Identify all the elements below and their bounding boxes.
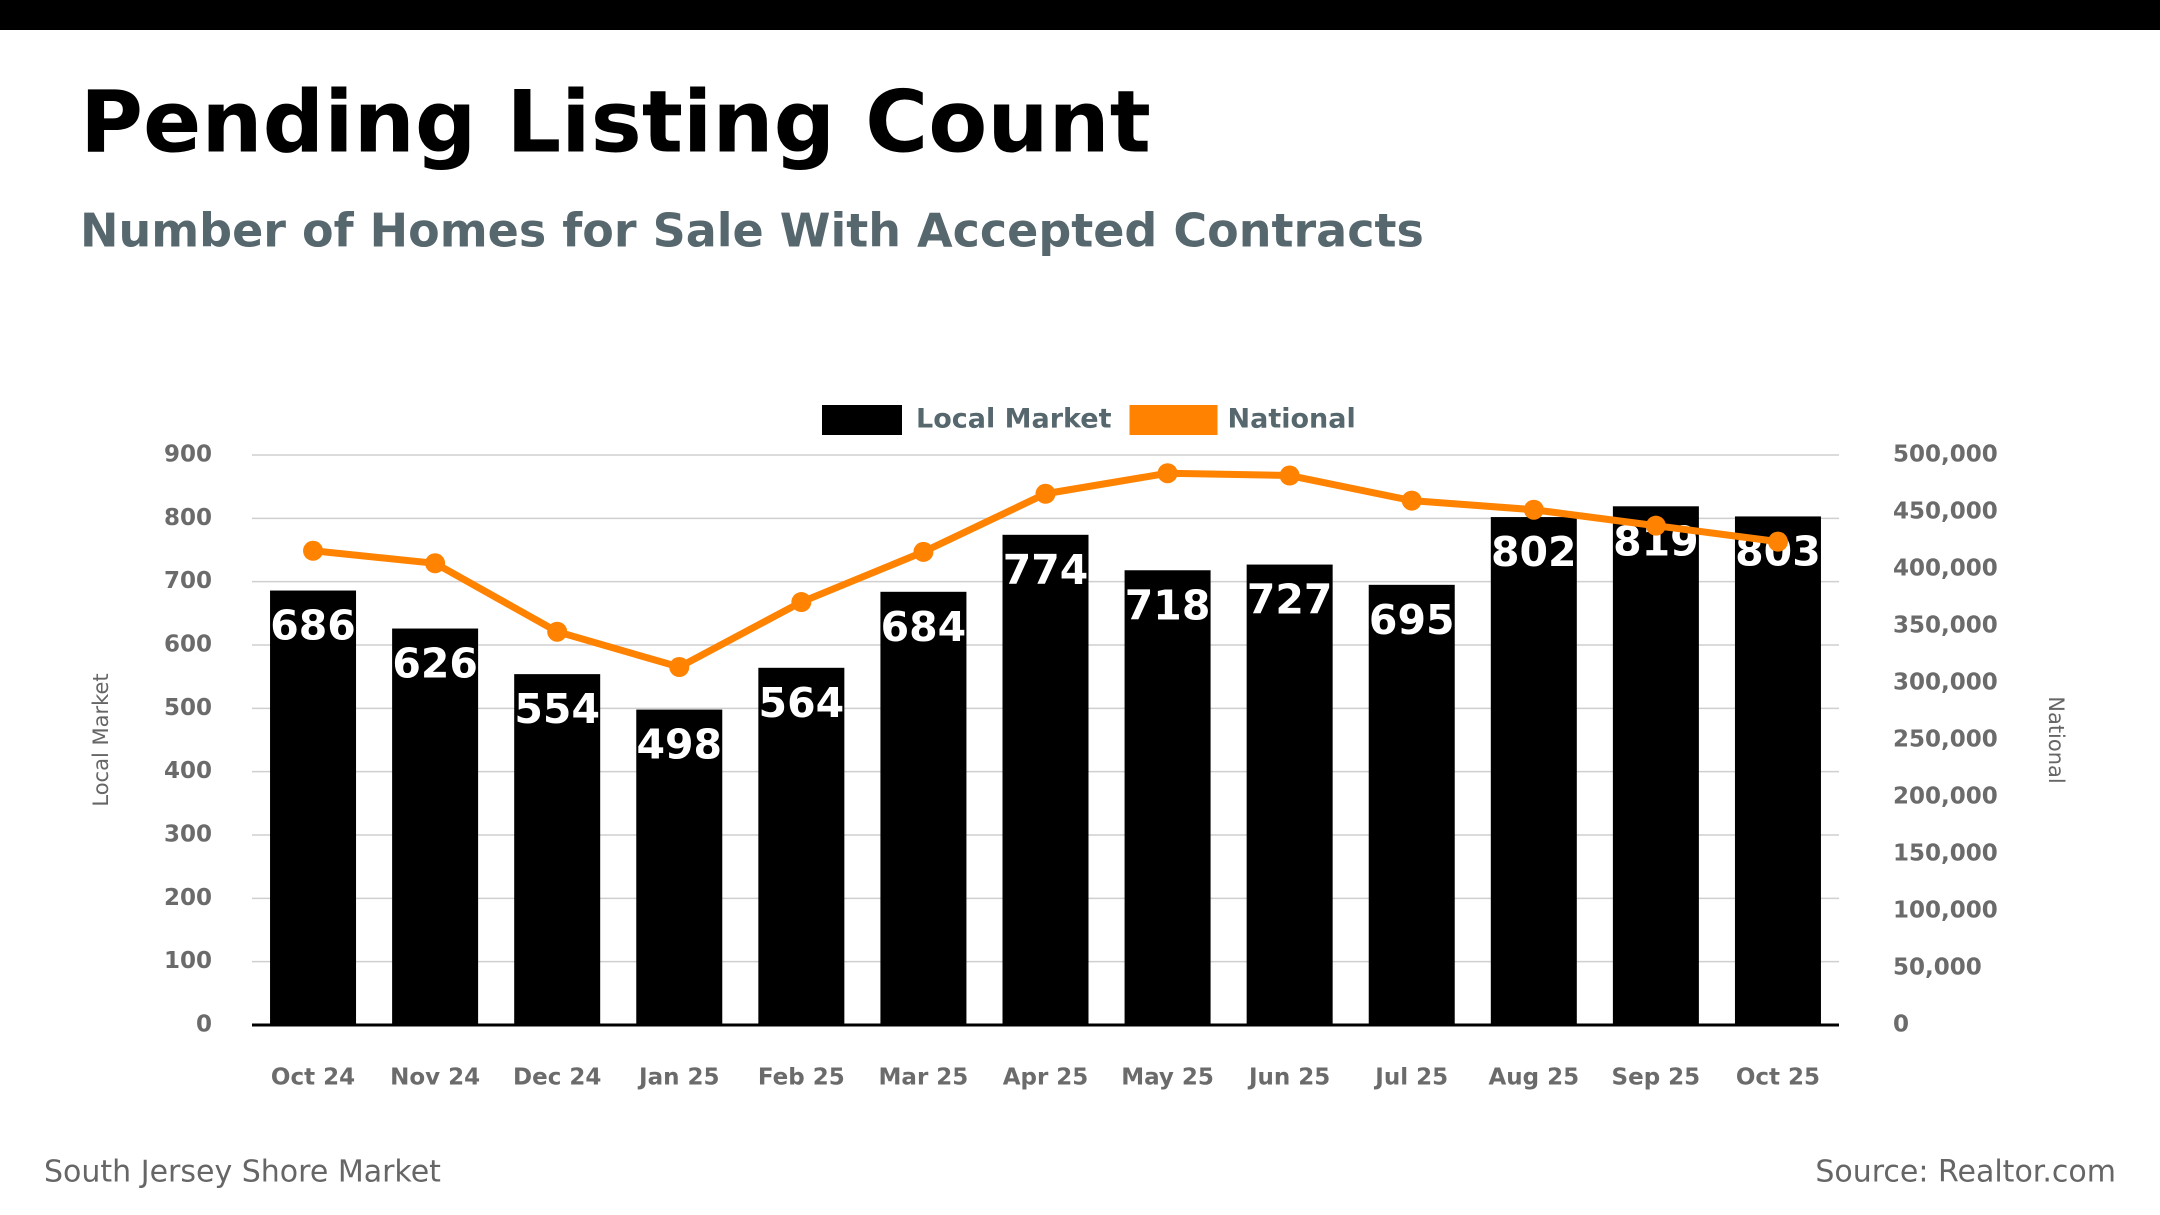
line-marker <box>791 592 812 613</box>
x-tick-label: Jul 25 <box>1373 1065 1448 1091</box>
bar <box>1612 506 1699 1025</box>
bar <box>1002 534 1089 1025</box>
data-label: 686 <box>270 602 356 650</box>
data-label: 695 <box>1369 596 1455 644</box>
bar <box>1734 516 1821 1025</box>
bar <box>1490 517 1577 1025</box>
legend-swatch <box>822 405 902 435</box>
y-tick-label: 400 <box>164 758 212 784</box>
bar <box>1124 570 1211 1025</box>
data-label: 774 <box>1003 546 1089 594</box>
y-tick-label: 600 <box>164 632 212 658</box>
y-tick-label: 300 <box>164 822 212 848</box>
y-tick-label: 200 <box>164 885 212 911</box>
x-tick-label: Aug 25 <box>1488 1065 1579 1091</box>
y2-tick-label: 100,000 <box>1893 898 1998 924</box>
data-label: 727 <box>1247 576 1333 624</box>
line-marker <box>1279 465 1300 486</box>
x-tick-label: Mar 25 <box>879 1065 969 1091</box>
legend-swatch <box>1129 405 1218 435</box>
x-tick-label: Dec 24 <box>513 1065 601 1091</box>
y-tick-label: 100 <box>164 948 212 974</box>
y-axis-title: Local Market <box>89 673 113 806</box>
line-marker <box>669 657 690 678</box>
bar <box>514 674 601 1025</box>
line-marker <box>1401 490 1422 511</box>
y-tick-label: 0 <box>196 1012 212 1038</box>
top-bar <box>0 0 2160 30</box>
y2-tick-label: 450,000 <box>1893 499 1998 525</box>
legend-label: National <box>1228 404 1356 435</box>
y2-tick-label: 500,000 <box>1893 442 1998 468</box>
chart-subtitle: Number of Homes for Sale With Accepted C… <box>80 204 1424 258</box>
footer-right: Source: Realtor.com <box>1815 1155 2116 1190</box>
y2-axis-title: National <box>2044 696 2068 784</box>
x-tick-label: Oct 24 <box>271 1065 355 1091</box>
bar <box>636 709 723 1025</box>
line-marker <box>1035 483 1056 504</box>
y2-tick-label: 250,000 <box>1893 727 1998 753</box>
line-marker <box>425 553 446 574</box>
line-marker <box>1645 515 1666 536</box>
y2-tick-label: 200,000 <box>1893 784 1998 810</box>
data-label: 626 <box>392 640 478 688</box>
chart-title: Pending Listing Count <box>80 72 1151 172</box>
data-label: 554 <box>514 685 600 733</box>
y2-tick-label: 0 <box>1893 1012 1909 1038</box>
line-marker <box>1157 463 1178 484</box>
bar <box>1368 584 1455 1025</box>
bar <box>880 591 967 1025</box>
x-tick-label: Nov 24 <box>390 1065 480 1091</box>
line-marker <box>1767 531 1788 552</box>
y-tick-label: 800 <box>164 505 212 531</box>
y2-tick-label: 400,000 <box>1893 556 1998 582</box>
x-tick-label: Jan 25 <box>637 1065 719 1091</box>
y-tick-label: 700 <box>164 568 212 594</box>
y2-tick-label: 300,000 <box>1893 670 1998 696</box>
x-tick-label: Jun 25 <box>1247 1065 1330 1091</box>
data-label: 802 <box>1491 528 1577 576</box>
data-label: 498 <box>636 721 722 769</box>
data-label: 718 <box>1125 581 1211 629</box>
y2-tick-label: 50,000 <box>1893 955 1982 981</box>
line-marker <box>303 540 324 561</box>
bar <box>392 628 479 1025</box>
y-tick-label: 900 <box>164 442 212 468</box>
data-label: 684 <box>881 603 967 651</box>
footer-left: South Jersey Shore Market <box>44 1155 441 1190</box>
line-marker <box>547 621 568 642</box>
bar <box>758 667 845 1025</box>
legend-label: Local Market <box>916 404 1112 435</box>
x-tick-label: May 25 <box>1121 1065 1214 1091</box>
line-marker <box>913 541 934 562</box>
y-tick-label: 500 <box>164 695 212 721</box>
x-tick-label: Sep 25 <box>1612 1065 1701 1091</box>
data-label: 564 <box>759 679 845 727</box>
bar <box>270 590 357 1025</box>
x-tick-label: Oct 25 <box>1736 1065 1820 1091</box>
line-marker <box>1523 499 1544 520</box>
y2-tick-label: 350,000 <box>1893 613 1998 639</box>
x-tick-label: Feb 25 <box>758 1065 845 1091</box>
x-tick-label: Apr 25 <box>1003 1065 1089 1091</box>
y2-tick-label: 150,000 <box>1893 841 1998 867</box>
bar <box>1246 564 1333 1025</box>
